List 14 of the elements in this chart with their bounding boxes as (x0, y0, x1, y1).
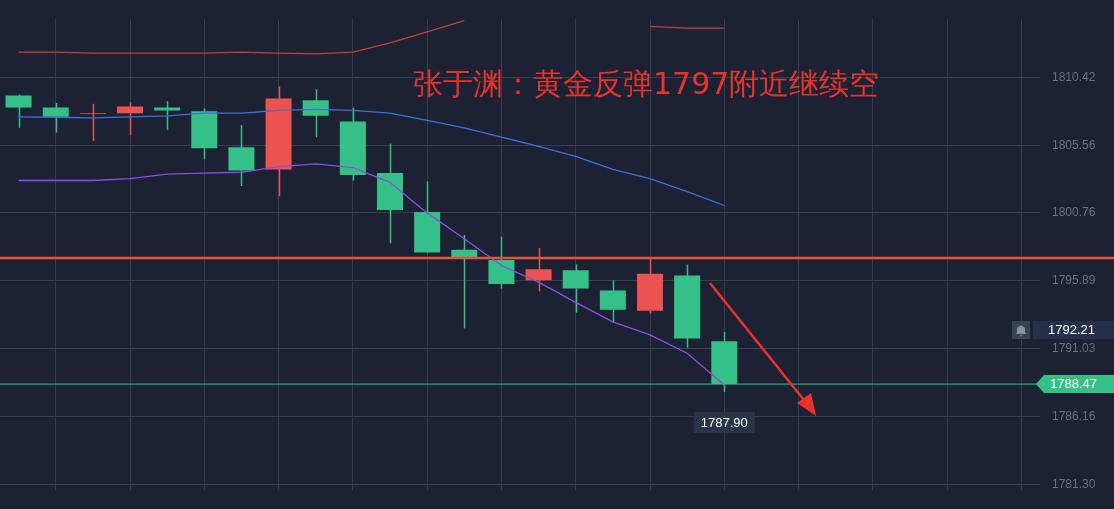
text: 1792.21 (1048, 321, 1095, 337)
y-tick-label: 1791.03 (1052, 340, 1096, 355)
y-tick-label: 1810.42 (1052, 69, 1096, 84)
annotation: 1787.90 (700, 414, 748, 430)
candlestick (451, 234, 478, 330)
ref-line-label: 1788.47 (1050, 375, 1097, 391)
y-tick-label: 1800.76 (1052, 204, 1096, 219)
text: 张于渊：黄金反弹1797附近继续空 (413, 65, 880, 103)
y-tick-label: 1786.16 (1052, 408, 1096, 423)
y-tick-label: 1781.30 (1052, 476, 1096, 491)
y-tick-label: 1795.89 (1052, 272, 1096, 287)
y-tick-label: 1805.56 (1052, 137, 1096, 152)
candlestick (79, 103, 106, 142)
candlestick (117, 101, 143, 136)
